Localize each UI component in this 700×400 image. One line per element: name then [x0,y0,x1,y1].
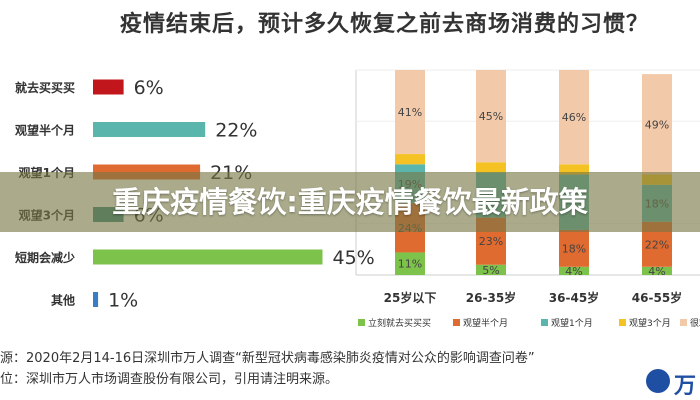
segment-label: 49% [645,118,669,131]
data-label: 6% [134,77,164,99]
legend-swatch [541,319,548,326]
stacked-segment [559,266,589,275]
segment-label: 18% [562,242,586,255]
data-label: 45% [333,247,375,269]
x-tick-label: 25岁以下 [384,290,437,305]
bar [93,292,99,307]
legend-label: 立刻就去买买买 [368,317,431,329]
source-line-2: 位：深圳市万人市场调查股份有限公司，引用请注明来源。 [0,372,339,387]
stacked-segment [395,70,425,155]
legend-label: 观望1个月 [551,317,593,329]
category-label: 就去买买买 [15,80,75,95]
segment-label: 4% [565,265,582,278]
stacked-segment [642,266,672,275]
legend-swatch [619,319,626,326]
source-line-1: 源：2020年2月14-16日深圳市万人调查“新型冠状病毒感染肺炎疫情对公众的影… [0,351,535,366]
segment-label: 46% [562,111,586,124]
bar [93,249,323,265]
stacked-segment [476,162,506,173]
category-label: 其他 [51,293,75,308]
segment-label: 45% [479,110,503,123]
stacked-segment [476,264,506,275]
segment-label: 23% [479,235,503,248]
x-tick-label: 26-35岁 [466,290,516,305]
legend-label: 很难 [690,317,700,329]
stacked-segment [395,252,425,275]
segment-label: 41% [398,106,422,119]
segment-label: 22% [645,238,669,251]
category-label: 观望半个月 [15,123,75,138]
chart-title: 疫情结束后，预计多久恢复之前去商场消费的习惯？ [120,12,650,37]
legend-label: 观望3个月 [629,317,671,329]
x-tick-label: 36-45岁 [549,290,599,305]
brand-logo-text: 万 [674,374,697,399]
stacked-segment [559,164,589,175]
legend-swatch [680,319,687,326]
bar [93,79,124,95]
stacked-segment [476,70,506,163]
legend-swatch [358,319,365,326]
stacked-segment [642,74,672,175]
brand-logo-icon [646,369,670,393]
segment-label: 11% [398,258,422,271]
segment-label: 4% [648,265,665,278]
category-label: 短期会减少 [15,250,75,265]
legend-label: 观望半个月 [463,317,508,329]
data-label: 1% [108,290,138,312]
banner-text: 重庆疫情餐饮:重庆疫情餐饮最新政策 [112,185,588,219]
segment-label: 5% [482,264,499,277]
stacked-segment [559,229,589,267]
x-tick-label: 46-55岁 [632,290,682,305]
data-label: 22% [215,120,257,142]
legend-swatch [453,319,460,326]
stacked-segment [395,154,425,165]
stacked-segment [559,70,589,165]
watermark-banner [0,172,700,232]
bar [93,122,206,137]
